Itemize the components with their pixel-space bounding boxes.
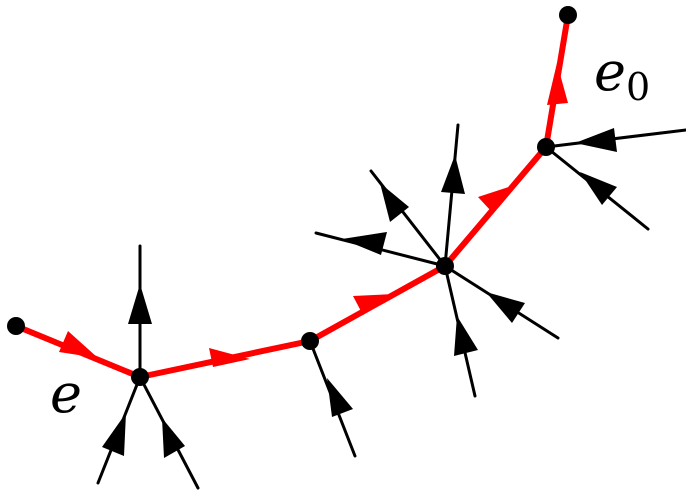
red-arrowheads [59,63,568,367]
label-e0-base: e [594,40,626,103]
vertex-a [131,368,149,386]
arrow-c-left-outgoing [342,232,387,255]
red-arrow-4 [478,184,518,211]
arrow-c-up-left-outgoing [380,183,409,222]
arrow-a-down-left-incoming [102,413,126,456]
vertex-end [559,6,577,24]
vertex-c [436,257,454,275]
arrow-a-down-right-incoming [162,418,185,458]
arrow-d-right-incoming [575,128,617,152]
arrow-c-down-right-incoming [486,292,525,323]
label-e: e [50,362,82,425]
vertex-b [301,332,319,350]
red-arrow-5 [547,63,568,105]
arrow-c-up-outgoing [441,155,465,194]
arrow-a-up-outgoing [128,284,152,324]
vertex-start [7,317,25,335]
edge-d-right [544,128,686,149]
label-e0: e0 [594,40,650,109]
red-arrow-2 [209,348,250,367]
vertices [7,6,577,386]
label-e0-sub: 0 [626,65,650,109]
vertex-d [537,138,555,156]
arrow-c-down-incoming [454,316,478,356]
red-arrow-1 [59,331,98,358]
arrow-b-down-incoming [327,378,353,417]
black-arrowheads [102,128,617,458]
arrow-d-down-right-incoming [580,172,617,205]
red-arrow-3 [353,294,395,315]
edge-c-up [443,123,460,268]
